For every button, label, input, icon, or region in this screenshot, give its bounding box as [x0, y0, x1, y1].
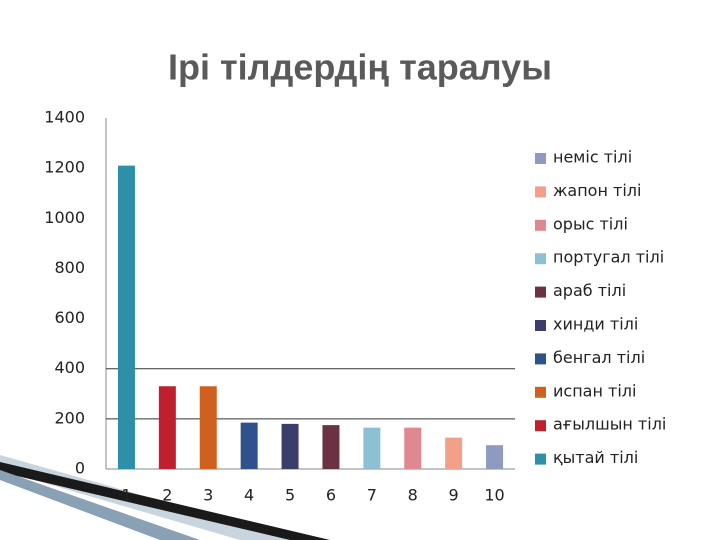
decoration: [0, 470, 200, 540]
y-tick-label: 1200: [44, 158, 85, 177]
bar: [199, 386, 217, 469]
x-tick-label: 3: [203, 486, 213, 505]
legend-swatch: [535, 353, 546, 365]
legend-label: орыс тілі: [553, 214, 628, 233]
bar: [445, 437, 463, 469]
legend-label: араб тілі: [553, 281, 626, 300]
legend-label: бенгал тілі: [553, 348, 645, 367]
x-tick-label: 2: [162, 486, 172, 505]
x-tick-label: 1: [121, 486, 131, 505]
legend-swatch: [535, 386, 546, 398]
y-tick-label: 200: [54, 408, 85, 427]
legend-swatch: [535, 420, 546, 432]
decoration: [0, 462, 330, 540]
legend-label: ағылшын тілі: [553, 415, 666, 434]
y-tick-label: 1000: [44, 208, 85, 227]
chart-title: Ірі тілдердің таралуы: [168, 47, 552, 88]
legend-label: хинди тілі: [553, 315, 638, 334]
legend-label: испан тілі: [553, 381, 636, 400]
bar: [117, 165, 135, 469]
legend-swatch: [535, 286, 546, 298]
x-tick-label: 6: [326, 486, 336, 505]
x-tick-label: 10: [484, 486, 504, 505]
legend-swatch: [535, 153, 546, 164]
x-tick-label: 9: [449, 486, 459, 505]
bar: [281, 423, 299, 469]
bar: [322, 425, 340, 469]
legend-swatch: [535, 453, 546, 465]
x-tick-label: 4: [244, 486, 254, 505]
bar: [363, 427, 381, 469]
y-tick-label: 800: [54, 258, 85, 277]
bar: [486, 445, 504, 469]
bar: [404, 427, 422, 469]
legend-label: жапон тілі: [553, 181, 641, 200]
x-tick-label: 7: [367, 486, 377, 505]
y-tick-label: 0: [75, 459, 85, 478]
legend-label: португал тілі: [553, 248, 664, 267]
legend-swatch: [535, 219, 546, 231]
x-tick-label: 8: [408, 486, 418, 505]
bar: [240, 422, 258, 469]
y-tick-label: 1400: [44, 108, 85, 127]
legend-label: қытай тілі: [553, 448, 638, 467]
x-tick-label: 5: [285, 486, 295, 505]
legend-label: неміс тілі: [553, 148, 632, 167]
legend-swatch: [535, 320, 546, 331]
legend-swatch: [535, 186, 546, 198]
bar: [158, 386, 176, 469]
legend-swatch: [535, 253, 546, 265]
y-tick-label: 600: [54, 308, 85, 327]
y-tick-label: 400: [54, 358, 85, 377]
